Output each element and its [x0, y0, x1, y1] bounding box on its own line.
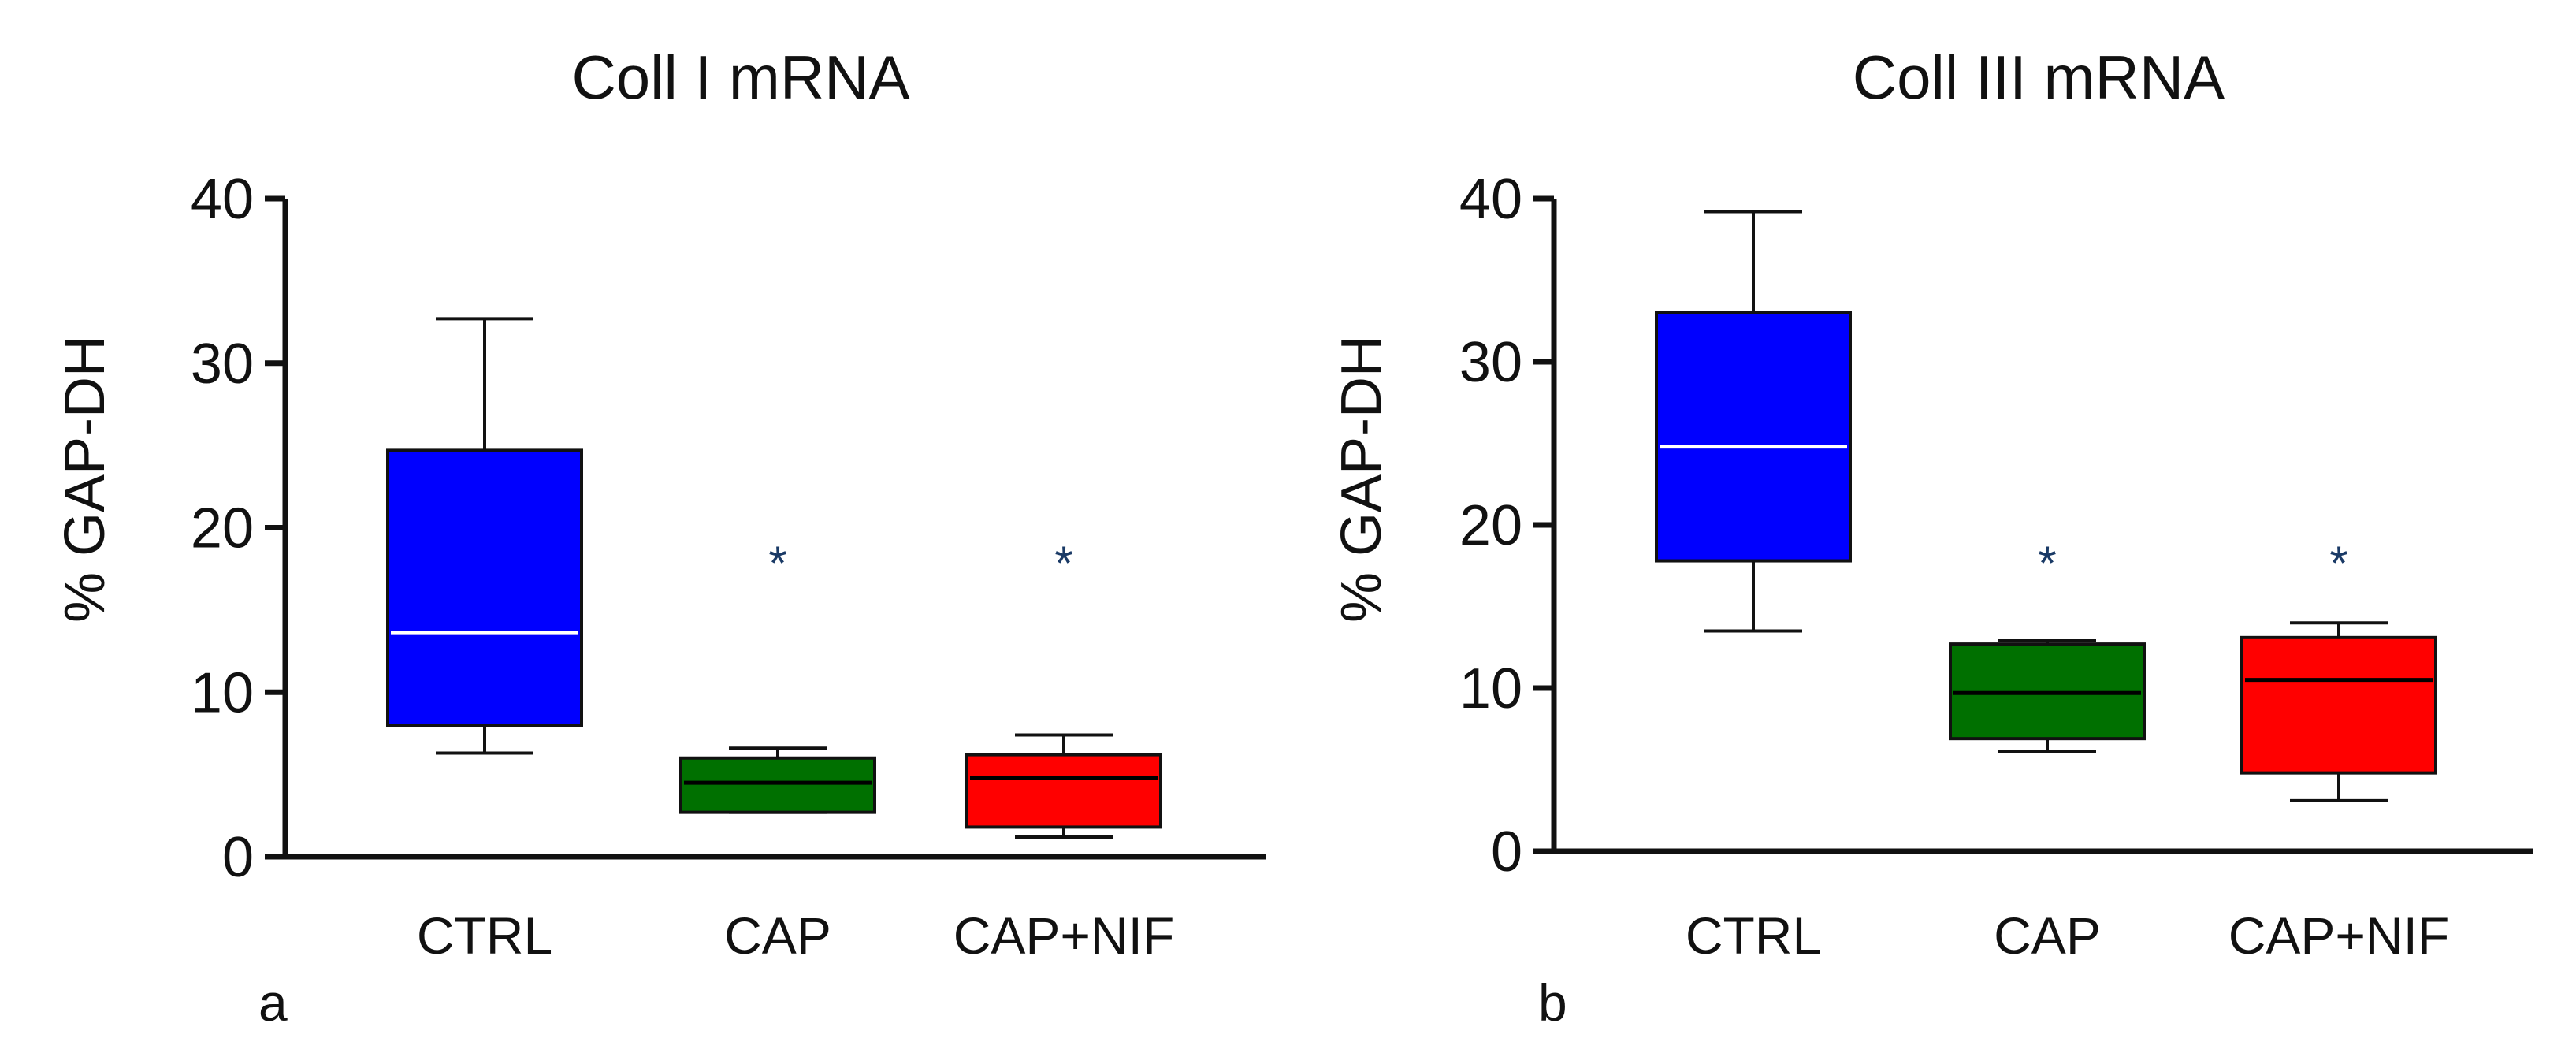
x-tick-label: CAP — [1994, 906, 2101, 965]
panel-a-y-ticks: 0 10 20 30 40 — [191, 168, 285, 889]
box-ctrl — [1655, 210, 1852, 633]
panel-a-boxes: * * — [386, 317, 1162, 839]
box-ctrl — [386, 317, 583, 755]
y-tick-label: 20 — [191, 497, 254, 560]
y-tick-label: 10 — [191, 661, 254, 724]
box-iqr — [2240, 635, 2437, 775]
box-cap-nif: * — [2240, 537, 2437, 802]
x-tick-label: CAP+NIF — [953, 906, 1175, 965]
panel-b-y-axis-label: % GAP-DH — [1330, 336, 1393, 623]
x-tick-label: CTRL — [1686, 906, 1821, 965]
box-iqr — [679, 756, 876, 814]
box-iqr — [386, 448, 583, 727]
box-iqr — [965, 753, 1162, 829]
significance-marker: * — [768, 537, 786, 590]
x-tick-label: CAP+NIF — [2228, 906, 2450, 965]
y-tick-label: 40 — [1459, 168, 1522, 231]
panel-a-title: Coll I mRNA — [571, 43, 909, 112]
y-tick-label: 0 — [222, 826, 254, 889]
box-cap: * — [1949, 537, 2146, 753]
panel-b-boxes: * * — [1655, 210, 2437, 802]
panel-b-x-tick-labels: CTRL CAP CAP+NIF — [1686, 906, 2449, 965]
significance-marker: * — [2038, 537, 2056, 590]
y-tick-label: 40 — [191, 168, 254, 231]
significance-marker: * — [1054, 537, 1072, 590]
y-tick-label: 30 — [191, 333, 254, 396]
y-tick-label: 10 — [1459, 657, 1522, 720]
panel-b-y-ticks: 0 10 20 30 40 — [1459, 168, 1554, 884]
x-tick-label: CAP — [724, 906, 831, 965]
panel-b-title: Coll III mRNA — [1853, 43, 2225, 112]
box-cap-nif: * — [965, 537, 1162, 839]
panel-b-label: b — [1538, 973, 1567, 1032]
y-tick-label: 0 — [1491, 820, 1522, 884]
box-iqr — [1655, 311, 1852, 563]
y-tick-label: 30 — [1459, 331, 1522, 394]
panel-a-label: a — [258, 973, 288, 1032]
significance-marker: * — [2329, 537, 2347, 590]
panel-a-y-axis-label: % GAP-DH — [54, 336, 117, 623]
panel-a-x-tick-labels: CTRL CAP CAP+NIF — [417, 906, 1174, 965]
y-tick-label: 20 — [1459, 494, 1522, 557]
x-tick-label: CTRL — [417, 906, 552, 965]
box-cap: * — [679, 537, 876, 814]
